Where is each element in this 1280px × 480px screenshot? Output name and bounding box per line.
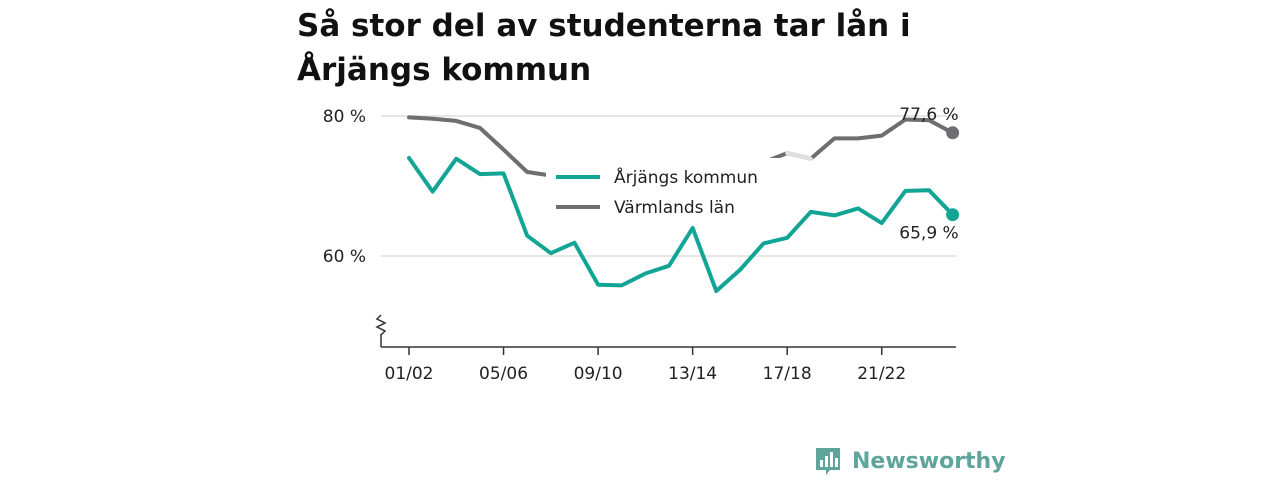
x-tick-label-21/22: 21/22 xyxy=(857,364,906,384)
brand-name: Newsworthy xyxy=(852,448,1006,474)
axis-break-icon xyxy=(375,314,387,336)
end-label-0: 65,9 % xyxy=(899,224,958,244)
x-tick-label-09/10: 09/10 xyxy=(574,364,623,384)
legend-label-arjang: Årjängs kommun xyxy=(614,166,758,188)
y-tick-label-60: 60 % xyxy=(323,247,366,267)
chart-title: Så stor del av studenterna tar lån i Årj… xyxy=(297,8,911,88)
x-tick-label-13/14: 13/14 xyxy=(668,364,717,384)
x-axis xyxy=(375,314,956,348)
gridlines xyxy=(381,115,956,257)
legend-label-varmland: Värmlands län xyxy=(614,198,735,218)
series-line-1-faded-segment xyxy=(785,151,813,161)
y-tick-label-80: 80 % xyxy=(323,107,366,127)
x-tick-label-01/02: 01/02 xyxy=(385,364,434,384)
x-axis-ticks: 01/02 05/06 09/10 13/14 17/18 21/22 xyxy=(385,347,906,384)
end-marker-0 xyxy=(946,208,960,222)
end-label-1: 77,6 % xyxy=(899,105,958,125)
x-tick-label-17/18: 17/18 xyxy=(763,364,812,384)
series-line-0 xyxy=(407,156,955,293)
x-tick-label-05/06: 05/06 xyxy=(479,364,528,384)
end-markers: 65,9 % 77,6 % xyxy=(899,105,960,244)
end-marker-1 xyxy=(946,126,960,140)
newsworthy-brand: Newsworthy xyxy=(814,446,1006,476)
legend: Årjängs kommun Värmlands län xyxy=(546,158,782,220)
bar-chart-logo-icon xyxy=(816,448,840,475)
legend-background xyxy=(546,158,782,220)
y-axis-ticks: 60 % 80 % xyxy=(323,107,366,267)
